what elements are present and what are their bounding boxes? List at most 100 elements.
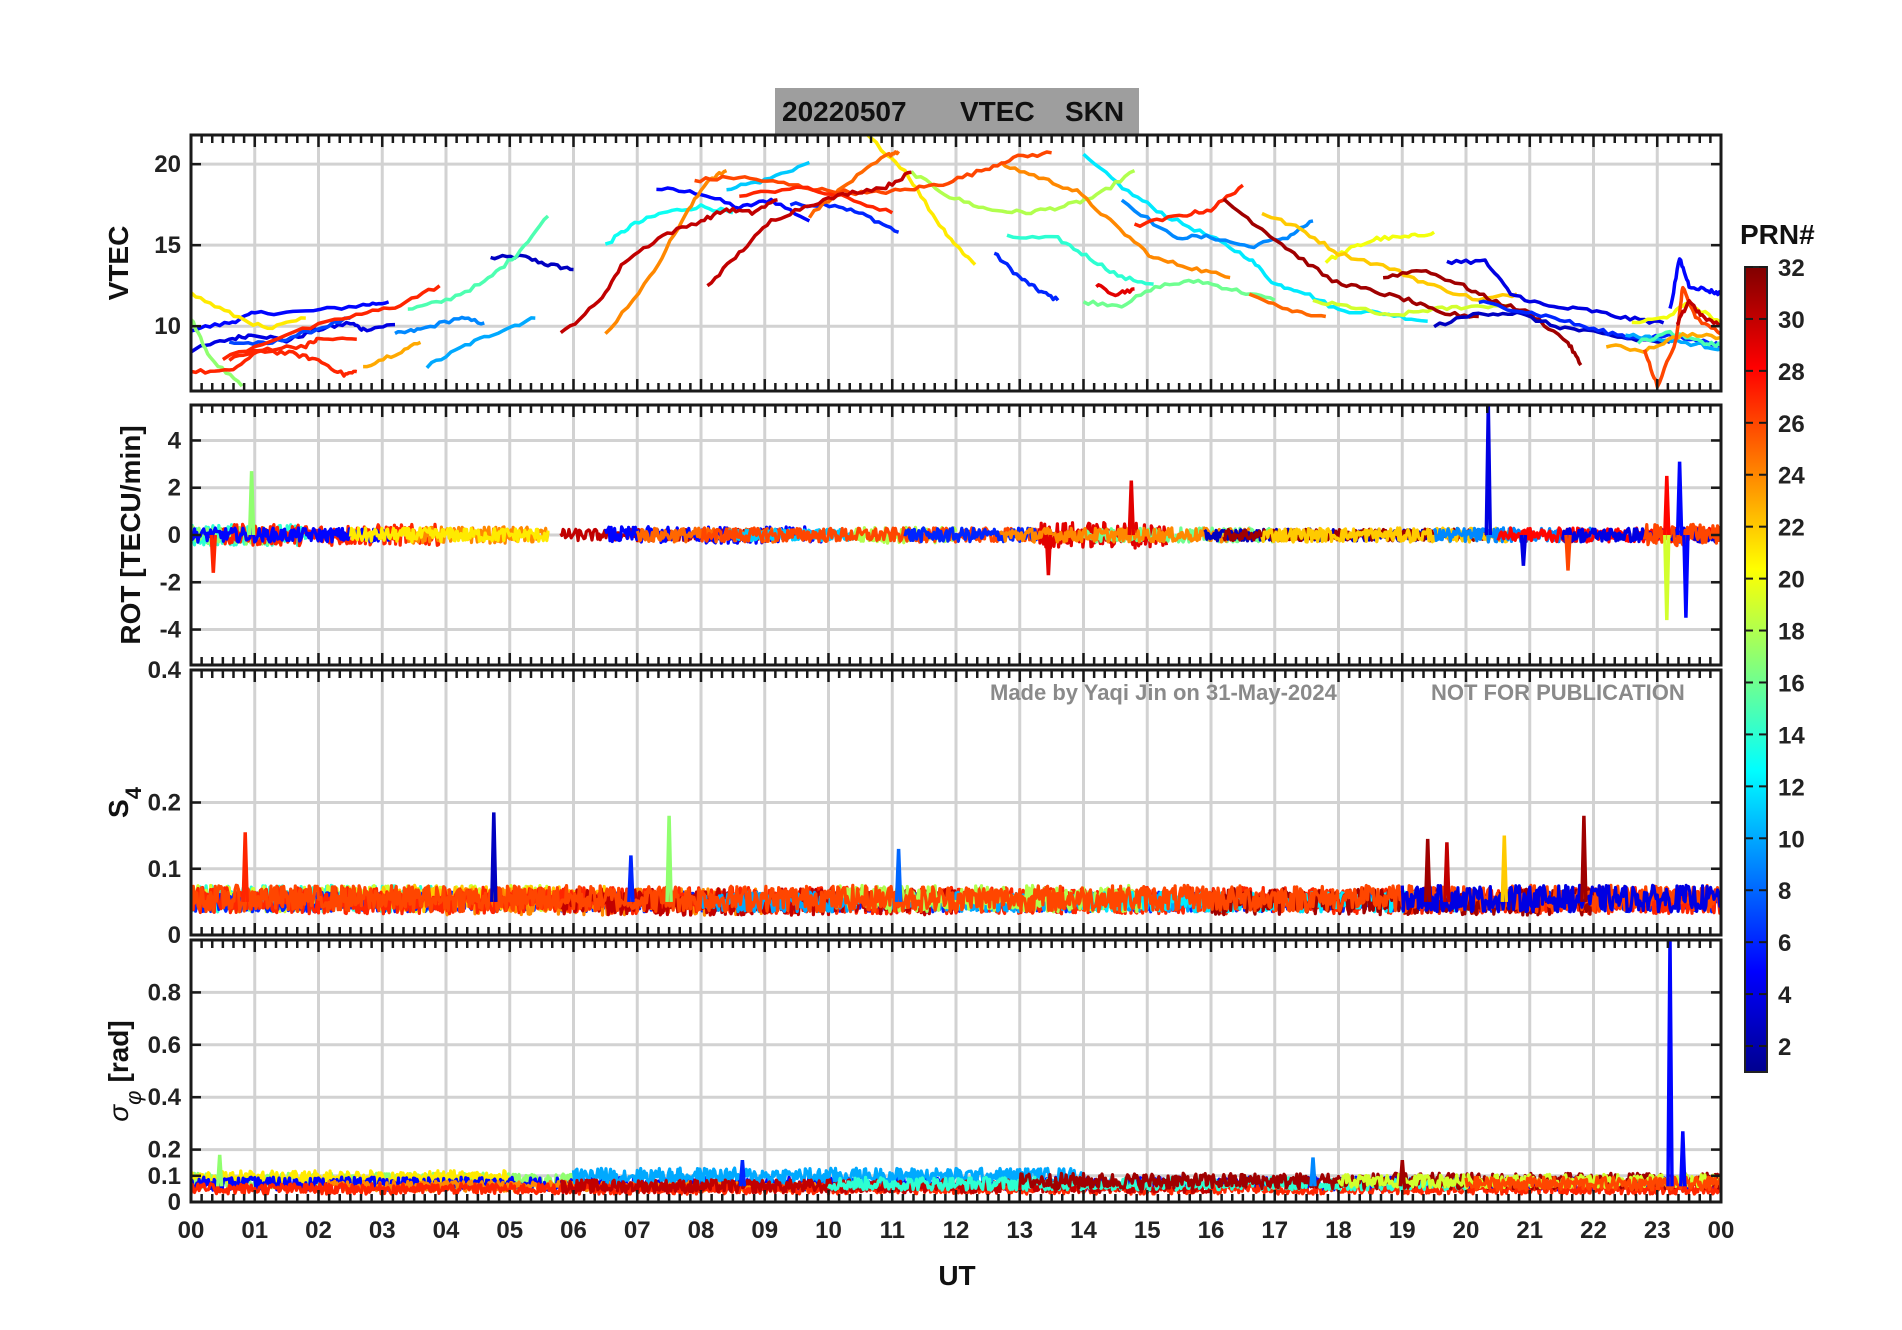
x-tick-label: 13: [1006, 1217, 1033, 1244]
rot-spike-prn-29: [1127, 480, 1136, 536]
vtec-series-prn-18: [910, 168, 1136, 216]
x-tick-label: 07: [624, 1217, 651, 1244]
s4-spike-prn-17: [665, 815, 673, 902]
sigma_phi-spike-prn-31: [1398, 1159, 1407, 1187]
colorbar-tick-label: 10: [1778, 826, 1805, 853]
x-tick-label: 22: [1580, 1217, 1607, 1244]
y-tick-label: 15: [154, 232, 181, 259]
colorbar-tick-label: 18: [1778, 619, 1805, 646]
vtec-series-prn-13: [604, 203, 734, 246]
vtec-series-prn-5: [656, 186, 811, 223]
panel-s4: 0 0.1 0.2 0.4 S4: [103, 657, 1723, 949]
colorbar-tick-label: 24: [1778, 463, 1805, 490]
vtec-series-prn-5: [191, 300, 390, 333]
rot-series-prn-21: [348, 526, 550, 544]
colorbar-tick-label: 28: [1778, 359, 1805, 386]
x-axis-label: UT: [938, 1260, 975, 1291]
y-tick-label: 0.2: [148, 1137, 181, 1164]
vtec-series-prn-23: [1605, 331, 1721, 355]
rot-series-prn-4: [1560, 526, 1721, 544]
vtec-series-prn-10: [425, 316, 536, 369]
y-tick-label: -2: [160, 569, 181, 596]
x-tick-label: 15: [1134, 1217, 1161, 1244]
vtec-series-prn-14: [1006, 233, 1154, 286]
y-tick-label: 0.1: [148, 856, 181, 883]
panel-vtec: 10 15 20 VTEC: [103, 133, 1723, 393]
colorbar-tick-label: 20: [1778, 567, 1805, 594]
vtec-series-prn-4: [191, 320, 396, 354]
title-product: VTEC: [960, 96, 1035, 127]
vtec-series-prn-12: [1082, 152, 1428, 324]
y-tick-label: 0.8: [148, 979, 181, 1006]
colorbar-tick-label: 30: [1778, 307, 1805, 334]
vtec-series-prn-29: [1095, 283, 1135, 298]
rot-spike-prn-28: [1663, 475, 1671, 536]
colorbar-tick-label: 12: [1778, 774, 1805, 801]
y-axis-label-rot: ROT [TECU/min]: [115, 425, 146, 644]
vtec-series-prn-15: [407, 214, 550, 311]
vtec-series-prn-31: [1222, 197, 1479, 319]
vtec-series-prn-30: [559, 198, 778, 334]
rot-spike-prn-19: [1663, 534, 1671, 621]
colorbar-title: PRN#: [1740, 219, 1815, 250]
panel-data: [191, 812, 1721, 917]
vtec-series-prn-26: [694, 150, 1052, 197]
x-tick-label: 23: [1644, 1217, 1671, 1244]
x-tick-label: 18: [1325, 1217, 1352, 1244]
y-tick-label: 0: [168, 922, 181, 949]
colorbar-tick-label: 6: [1778, 930, 1791, 957]
s4-spike-prn-30: [1443, 842, 1451, 902]
x-tick-label: 09: [751, 1217, 778, 1244]
colorbar-tick-label: 32: [1778, 255, 1805, 282]
watermark-author: Made by Yaqi Jin on 31-May-2024: [990, 680, 1338, 705]
x-tick-label: 21: [1516, 1217, 1543, 1244]
x-tick-label: 02: [305, 1217, 332, 1244]
y-axis-label-vtec: VTEC: [103, 226, 134, 301]
sigma_phi-series-prn-26: [1464, 1175, 1721, 1192]
sigma_phi-spike-prn-17: [215, 1154, 224, 1187]
vtec-series-prn-27: [228, 336, 357, 362]
s4-spike-prn-31: [1423, 838, 1432, 902]
vtec-series-prn-22: [1261, 211, 1518, 302]
rot-spike-prn-5: [1675, 461, 1684, 536]
vtec-series-prn-30: [706, 170, 912, 288]
y-axis-label-s4: S4: [103, 786, 146, 818]
vtec-series-prn-11: [726, 160, 811, 192]
title-station: SKN: [1065, 96, 1124, 127]
vtec-series-prn-3: [490, 253, 574, 272]
s4-spike-prn-8: [894, 848, 903, 902]
chart-title: 20220507 VTEC SKN: [775, 88, 1139, 134]
vtec-series-prn-21: [191, 291, 306, 331]
colorbar-tick-label: 14: [1778, 722, 1805, 749]
rot-spike-prn-4: [1519, 534, 1528, 566]
panel-data: [191, 405, 1721, 621]
x-tick-label: 03: [369, 1217, 396, 1244]
vtec-series-prn-9: [1120, 198, 1314, 250]
y-tick-label: 4: [168, 427, 182, 454]
sigma_phi-spike-prn-5: [1679, 1131, 1687, 1187]
x-tick-label: 10: [815, 1217, 842, 1244]
rot-spike-prn-27: [209, 534, 218, 573]
s4-spike-prn-27: [241, 832, 249, 902]
x-tick-label: 19: [1389, 1217, 1416, 1244]
y-tick-label: 0: [168, 522, 181, 549]
vtec-series-prn-4: [1446, 258, 1665, 325]
vtec-series-prn-27: [221, 284, 441, 361]
s4-spike-prn-31: [1580, 815, 1588, 902]
vtec-series-prn-24: [999, 160, 1231, 280]
rot-series-prn-24: [999, 526, 1251, 544]
y-tick-label: 10: [154, 313, 181, 340]
y-tick-label: 0.1: [148, 1163, 181, 1190]
rot-spike-prn-26: [1564, 534, 1572, 571]
vtec-series-prn-17: [191, 318, 244, 388]
title-date: 20220507: [782, 96, 907, 127]
colorbar-tick-label: 22: [1778, 515, 1805, 542]
y-tick-label: 0.2: [148, 790, 181, 817]
panel-data: [191, 135, 1721, 389]
vtec-series-prn-26: [1642, 285, 1721, 389]
vtec-series-prn-27: [191, 349, 358, 378]
x-tick-label: 04: [433, 1217, 460, 1244]
vtec-series-prn-16: [1082, 278, 1276, 309]
